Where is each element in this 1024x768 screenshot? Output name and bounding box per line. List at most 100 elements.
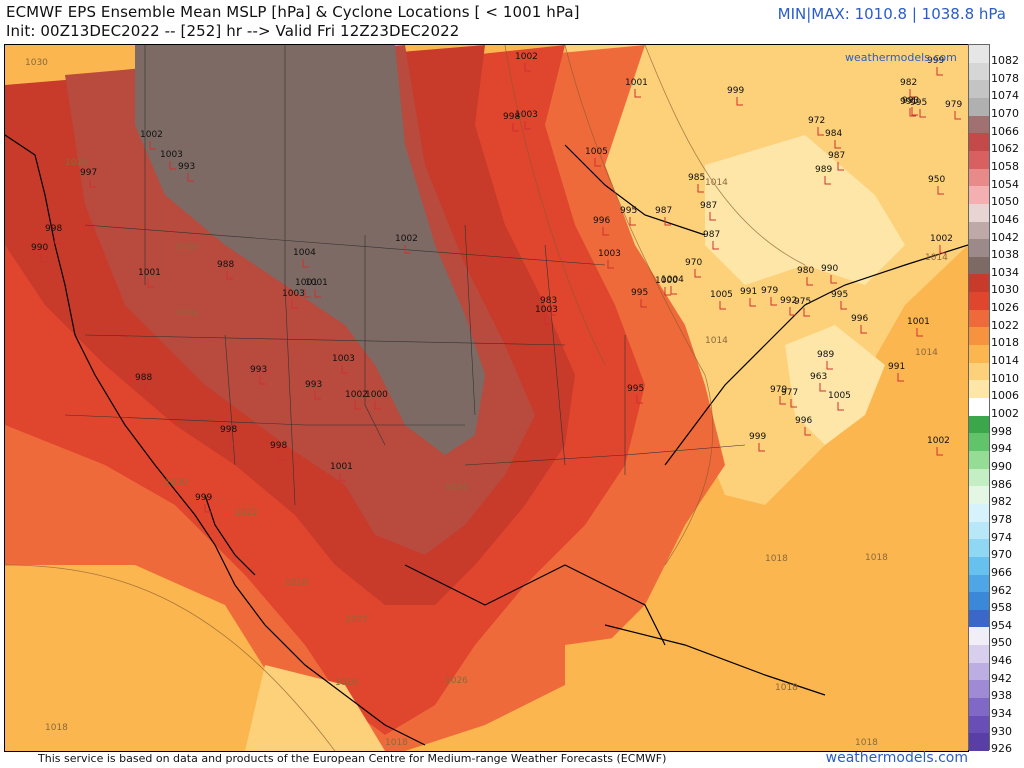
cyclone-pressure-label: 996 [851,314,868,324]
region-1010-atlantic [785,325,885,445]
legend-swatch [969,503,989,523]
low-marker-icon [664,217,671,226]
cyclone-pressure-label: 1002 [140,130,163,140]
low-marker-icon [939,245,946,254]
cyclone-pressure-label: 1001 [138,268,161,278]
low-marker-icon [919,109,926,118]
low-marker-icon [936,67,943,76]
isobar-label: 1034 [445,483,468,493]
low-marker-icon [819,383,826,392]
cyclone-pressure-label: 999 [927,56,944,66]
low-marker-icon [709,212,716,221]
low-marker-icon [149,141,156,150]
legend-swatch [969,203,989,222]
low-marker-icon [404,245,411,254]
legend-swatch [969,150,989,170]
low-marker-icon [341,365,348,374]
cyclone-pressure-label: 995 [831,290,848,300]
legend-label: 942 [991,671,1012,685]
cyclone-pressure-label: 990 [31,243,48,253]
legend-label: 1038 [991,248,1019,262]
isobar-label: 1022 [235,508,258,518]
low-marker-icon [909,89,916,98]
legend-label: 1050 [991,195,1019,209]
isobar-label: 1022 [345,615,368,625]
ecmwf-attribution: This service is based on data and produc… [38,752,667,765]
isobar-label: 1018 [385,738,408,748]
low-marker-icon [354,401,361,410]
min-max-readout: MIN|MAX: 1010.8 | 1038.8 hPa [777,5,1006,23]
cyclone-pressure-label: 998 [503,112,520,122]
cyclone-pressure-label: 993 [305,380,322,390]
cyclone-pressure-label: 993 [902,96,919,106]
legend-swatch [969,168,989,187]
low-marker-icon [226,271,233,280]
legend-label: 926 [991,742,1012,756]
legend-swatch [969,345,989,364]
legend-swatch [969,715,989,734]
legend-swatch [969,45,989,64]
low-marker-icon [719,301,726,310]
legend-label: 1042 [991,230,1019,244]
legend-label: 1034 [991,265,1019,279]
low-marker-icon [640,299,647,308]
cyclone-pressure-label: 980 [797,266,814,276]
legend-label: 998 [991,424,1012,438]
low-marker-icon [937,186,944,195]
low-marker-icon [291,300,298,309]
site-link[interactable]: weathermodels.com [825,750,968,766]
legend-label: 946 [991,654,1012,668]
legend-label: 974 [991,530,1012,544]
cyclone-pressure-label: 1001 [305,278,328,288]
legend-swatch [969,698,989,717]
isobar-label: 1030 [165,478,188,488]
low-marker-icon [634,89,641,98]
region-1038 [135,45,485,455]
legend-swatch [969,733,989,752]
legend-swatch [969,450,989,470]
legend-label: 970 [991,548,1012,562]
low-marker-icon [837,402,844,411]
isobar-label: 1018 [45,723,68,733]
cyclone-pressure-label: 1003 [598,249,621,259]
legend-label: 982 [991,495,1012,509]
legend-label: 1082 [991,54,1019,67]
legend-label: 1046 [991,212,1019,226]
low-marker-icon [524,63,531,72]
isobar-label: 1014 [705,336,728,346]
low-marker-icon [636,395,643,404]
legend-label: 1074 [991,89,1019,103]
cyclone-markers: 1002100399399799099810011001988100410021… [31,52,962,513]
map-watermark: weathermodels.com [845,51,957,64]
low-marker-icon [909,108,916,117]
legend-swatch [969,256,989,275]
low-marker-icon [806,277,813,286]
low-marker-icon [758,443,765,452]
cyclone-pressure-label: 1002 [345,390,368,400]
legend-swatch [969,433,989,452]
cyclone-pressure-label: 999 [749,432,766,442]
cyclone-pressure-label: 995 [910,98,927,108]
pressure-map[interactable]: 1030 1030 1022 1018 1018 1018 1014 1014 1014 1018… [4,44,969,752]
legend-swatch [969,327,989,346]
cyclone-pressure-label: 1003 [282,289,305,299]
low-marker-icon [670,286,677,295]
legend-swatch [969,415,989,434]
cyclone-pressure-label: 991 [888,362,905,372]
legend-label: 1010 [991,371,1019,385]
low-marker-icon [826,361,833,370]
legend-label: 954 [991,618,1012,632]
low-marker-icon [936,447,943,456]
cyclone-pressure-label: 1003 [515,110,538,120]
legend-label: 1066 [991,124,1019,138]
cyclone-pressure-label: 987 [700,201,717,211]
legend-swatch [969,362,989,381]
cyclone-pressure-label: 993 [178,162,195,172]
legend-label: 950 [991,636,1012,650]
low-marker-icon [259,376,266,385]
low-marker-icon [40,254,47,263]
cyclone-pressure-label: 995 [627,384,644,394]
isobar-label: 1014 [705,178,728,188]
legend-label: 1002 [991,407,1019,420]
cyclone-pressure-label: 996 [795,416,812,426]
